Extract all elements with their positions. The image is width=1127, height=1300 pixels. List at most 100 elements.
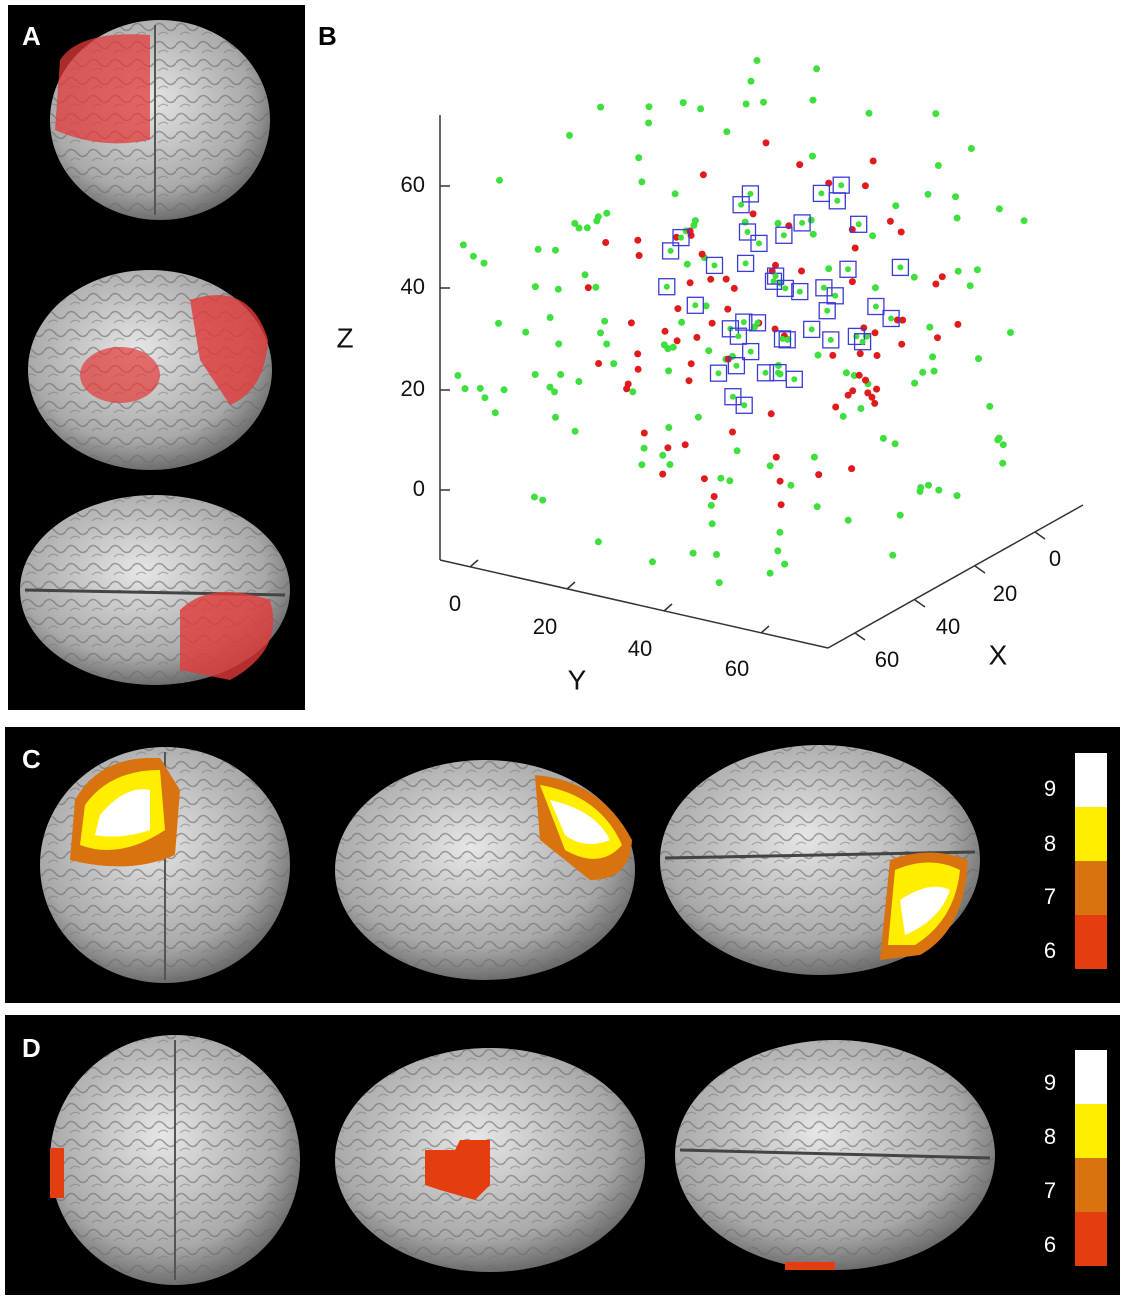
red-marker: [785, 222, 793, 230]
red-marker: [767, 410, 775, 418]
green-marker: [546, 383, 554, 391]
green-marker: [575, 224, 583, 232]
green-marker: [679, 99, 687, 107]
green-marker: [691, 217, 699, 225]
green-marker: [775, 369, 781, 376]
green-marker: [995, 205, 1003, 213]
green-marker: [583, 224, 591, 232]
green-marker: [459, 241, 467, 249]
green-marker: [664, 345, 672, 353]
red-marker: [868, 393, 876, 401]
green-marker: [747, 348, 754, 355]
green-marker: [552, 413, 559, 421]
colorbar-label: 9: [1044, 776, 1056, 801]
green-marker: [926, 323, 934, 331]
red-marker: [829, 351, 837, 359]
selected-box: [773, 330, 792, 348]
green-marker: [756, 240, 762, 247]
green-marker: [610, 360, 618, 368]
green-marker: [808, 326, 815, 333]
green-marker: [726, 477, 734, 485]
x-tick-label: 0: [1049, 546, 1061, 571]
red-marker: [864, 389, 872, 397]
green-marker: [814, 351, 822, 359]
selected-box: [839, 260, 857, 278]
green-marker: [665, 424, 673, 431]
green-marker: [659, 451, 667, 459]
green-marker: [809, 96, 817, 104]
red-marker: [873, 352, 881, 359]
red-marker: [932, 280, 940, 288]
green-marker: [934, 162, 942, 169]
green-marker: [782, 285, 789, 292]
red-marker: [898, 340, 906, 348]
green-marker: [869, 232, 877, 240]
green-marker: [733, 362, 740, 369]
panel-label: A: [22, 21, 41, 51]
green-marker: [744, 229, 751, 235]
red-marker: [707, 275, 715, 283]
red-marker: [686, 227, 694, 235]
green-marker: [603, 340, 611, 348]
green-marker: [635, 154, 643, 162]
green-marker: [531, 283, 539, 291]
panel-b: B 0 20 40 60 Z 0 20 40 60 Y 0 20 40 60 X: [318, 21, 1084, 695]
red-marker: [798, 267, 805, 275]
green-marker: [889, 551, 897, 559]
red-marker: [664, 444, 672, 452]
green-marker: [825, 265, 833, 273]
green-marker: [954, 267, 962, 275]
green-marker: [780, 232, 787, 239]
green-marker: [530, 493, 538, 501]
red-marker: [724, 305, 732, 313]
red-marker: [623, 385, 631, 393]
green-marker: [865, 109, 873, 117]
green-marker: [799, 219, 806, 226]
green-marker: [729, 393, 736, 400]
green-marker: [469, 252, 477, 260]
green-marker: [850, 372, 858, 379]
selected-box: [850, 215, 868, 233]
green-marker: [766, 462, 774, 470]
green-marker: [807, 216, 815, 224]
colorbar-label: 7: [1044, 884, 1056, 909]
red-marker: [938, 273, 946, 281]
green-marker: [919, 368, 927, 376]
red-marker: [848, 465, 856, 473]
colorbar-label: 6: [1044, 1232, 1056, 1257]
green-marker: [666, 461, 674, 468]
green-marker: [879, 434, 887, 442]
green-marker: [929, 353, 937, 361]
selected-box: [818, 302, 836, 320]
green-marker: [638, 178, 646, 186]
green-marker: [707, 501, 715, 509]
red-marker: [584, 284, 592, 292]
green-marker: [597, 103, 605, 111]
green-marker: [967, 145, 975, 152]
green-marker: [871, 284, 879, 292]
green-marker: [781, 560, 789, 568]
green-marker: [534, 245, 542, 253]
green-marker: [774, 362, 782, 369]
red-marker: [886, 217, 894, 225]
green-marker: [787, 481, 795, 489]
red-marker: [699, 171, 707, 179]
green-marker: [476, 384, 484, 392]
red-marker: [861, 182, 869, 190]
green-marker: [813, 503, 821, 511]
green-marker: [779, 335, 786, 342]
green-marker: [774, 547, 782, 555]
green-marker: [973, 266, 981, 274]
selected-box: [791, 282, 809, 301]
green-marker: [723, 128, 731, 136]
green-marker: [715, 370, 722, 377]
selected-box: [776, 279, 794, 298]
colorbar-label: 6: [1044, 938, 1056, 963]
green-marker: [999, 459, 1007, 467]
green-marker: [999, 441, 1007, 449]
red-marker: [595, 360, 603, 367]
red-marker: [762, 139, 770, 147]
selected-box: [735, 313, 753, 331]
red-marker: [698, 250, 706, 258]
red-marker: [687, 360, 695, 368]
